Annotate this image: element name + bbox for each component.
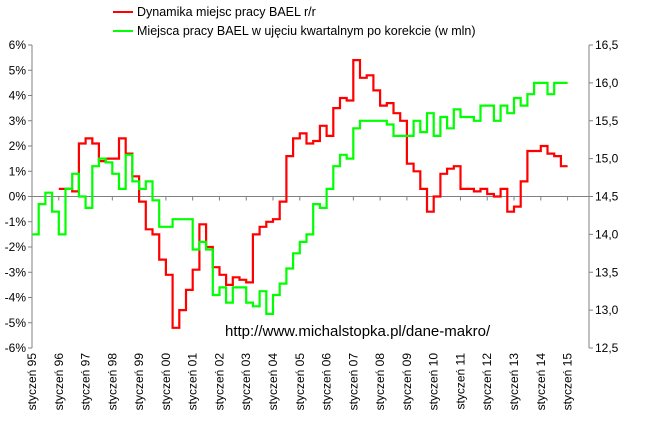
left-tick-label: 1% [9,164,27,178]
left-tick-label: -4% [5,291,27,305]
x-tick-label: styczeń 01 [186,353,200,411]
x-tick-label: styczeń 98 [105,353,119,411]
left-axis: -6% -5% -4% -3% -2% -1% 0% 1% 2% 3% 4% 5% 6% [5,38,32,355]
right-tick-label: 15,0 [595,152,619,166]
left-tick-label: -3% [5,265,27,279]
x-tick-label: styczeń 02 [212,353,226,411]
series-line-employment-level [32,81,568,315]
right-tick-label: 14,0 [595,227,619,241]
right-tick-label: 15,5 [595,114,619,128]
left-tick-label: 4% [9,89,27,103]
legend-label-red: Dynamika miejsc pracy BAEL r/r [137,5,316,19]
x-tick-label: styczeń 13 [507,353,521,411]
x-tick-label: styczeń 07 [346,353,360,411]
x-tick-label: styczeń 99 [132,353,146,411]
x-tick-label: styczeń 04 [266,353,280,411]
left-tick-label: -1% [5,215,27,229]
series-layer [32,59,568,329]
legend-label-green: Miejsca pracy BAEL w ujęciu kwartalnym p… [137,24,476,38]
x-tick-label: styczeń 97 [79,353,93,411]
left-tick-label: -6% [5,341,27,355]
x-tick-label: styczeń 12 [480,353,494,411]
x-tick-label: styczeń 03 [239,353,253,411]
left-tick-label: 0% [9,190,27,204]
series-line-employment-growth [58,59,568,329]
left-tick-label: 5% [9,63,27,77]
left-tick-label: 6% [9,38,27,52]
x-tick-label: styczeń 05 [293,353,307,411]
right-tick-label: 13,0 [595,303,619,317]
right-tick-label: 13,5 [595,265,619,279]
left-tick-label: -2% [5,240,27,254]
right-tick-label: 16,5 [595,38,619,52]
right-tick-label: 14,5 [595,190,619,204]
right-tick-label: 16,0 [595,76,619,90]
x-tick-label: styczeń 09 [400,353,414,411]
x-tick-label: styczeń 96 [52,353,66,411]
x-tick-label: styczeń 14 [534,353,548,411]
x-tick-label: styczeń 95 [25,353,39,411]
x-axis: styczeń 95 styczeń 96 styczeń 97 styczeń 98… [25,196,589,411]
x-tick-label: styczeń 08 [373,353,387,411]
x-tick-label: styczeń 06 [320,353,334,411]
x-tick-label: styczeń 11 [453,353,467,410]
right-axis: 12,5 13,0 13,5 14,0 14,5 15,0 15,5 16,0 16,5 [589,38,619,355]
x-tick-label: styczeń 00 [159,353,173,411]
left-tick-label: 2% [9,139,27,153]
legend: Dynamika miejsc pracy BAEL r/r Miejsca p… [113,5,476,38]
x-tick-label: styczeń 15 [561,353,575,411]
left-tick-label: 3% [9,114,27,128]
right-tick-label: 12,5 [595,341,619,355]
x-tick-label: styczeń 10 [427,353,441,411]
url-annotation: http://www.michalstopka.pl/dane-makro/ [225,323,491,340]
left-tick-label: -5% [5,316,27,330]
